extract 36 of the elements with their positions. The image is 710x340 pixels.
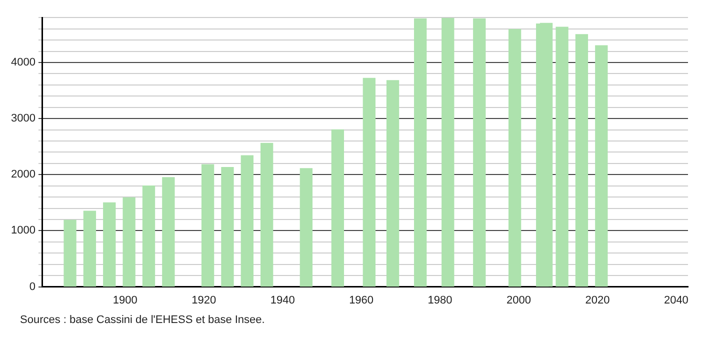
x-tick-label: 1900 — [112, 294, 138, 306]
bar — [201, 164, 214, 287]
y-tick-label: 0 — [29, 280, 36, 293]
bar — [83, 210, 96, 287]
x-tick-label: 1960 — [349, 294, 374, 306]
bar — [103, 202, 116, 287]
bar — [221, 167, 234, 287]
x-tick-label: 1980 — [428, 294, 452, 306]
x-tick-label: 1940 — [270, 294, 295, 306]
bar — [386, 80, 400, 287]
y-tick-label: 3000 — [10, 112, 36, 125]
bar — [240, 155, 254, 287]
x-tick-label: 1920 — [192, 294, 216, 306]
y-tick-label: 1000 — [10, 224, 36, 237]
x-tick-label: 2000 — [506, 294, 531, 306]
bar — [442, 18, 454, 287]
bar — [122, 197, 136, 287]
x-tick-label: 2020 — [585, 294, 610, 306]
bar — [540, 22, 553, 287]
bar — [260, 142, 274, 287]
bar — [575, 34, 588, 287]
bar — [414, 18, 427, 287]
bar — [556, 26, 568, 287]
y-tick-label: 2000 — [10, 168, 36, 181]
x-tick-label: 2040 — [664, 294, 688, 306]
bar — [508, 29, 522, 287]
bar — [64, 220, 76, 287]
bar — [473, 18, 486, 287]
bar — [362, 78, 376, 287]
y-tick-label: 4000 — [10, 56, 36, 68]
bar — [331, 129, 344, 287]
bar — [142, 186, 156, 287]
bar — [162, 177, 175, 287]
bar — [595, 45, 608, 287]
bar — [300, 168, 313, 287]
source-note: Sources : base Cassini de l'EHESS et base Insee. — [20, 314, 266, 326]
